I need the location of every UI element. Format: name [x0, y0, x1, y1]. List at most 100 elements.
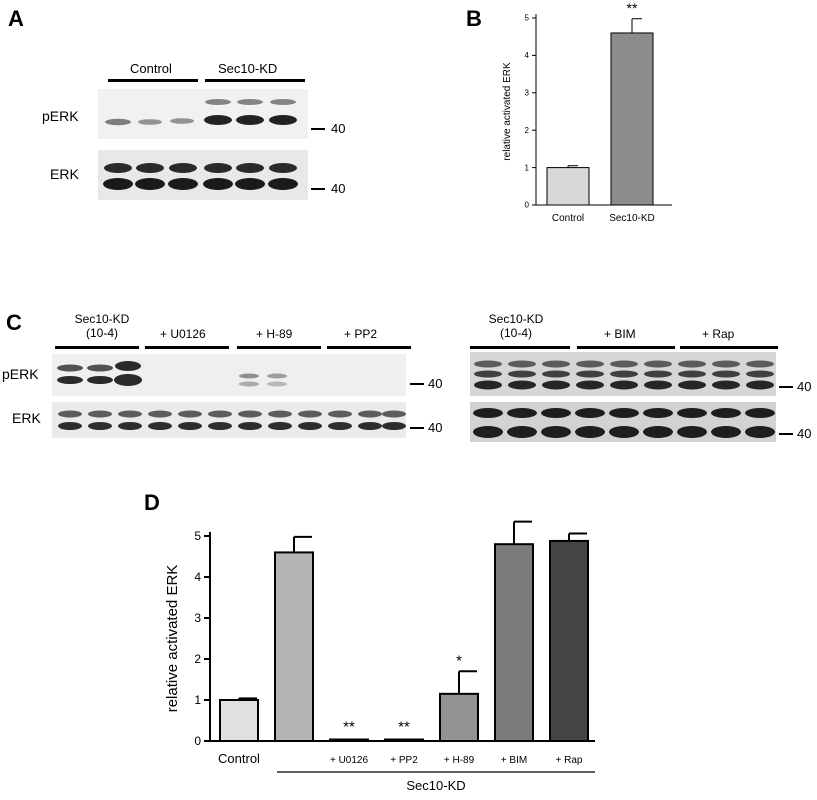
- erk-band-lower: [118, 422, 142, 430]
- group-line-sec10kd: [205, 79, 305, 82]
- c-mw-tick-4: [779, 433, 793, 435]
- c-right-perk-blot: [470, 352, 776, 396]
- erk-band-upper: [268, 410, 292, 418]
- perk-band-mid: [542, 370, 570, 378]
- x-tick-label: + Rap: [556, 755, 583, 766]
- erk-blot-image: [98, 150, 308, 200]
- row-label-erk: ERK: [50, 166, 79, 182]
- c-row-label-perk: pERK: [2, 366, 39, 382]
- erk-band-upper: [358, 410, 382, 418]
- significance-label: **: [398, 719, 410, 736]
- erk-band-lower: [268, 422, 292, 430]
- erk-band-upper: [745, 408, 775, 418]
- bar: [439, 692, 479, 743]
- y-tick-label: 4: [194, 570, 201, 584]
- y-tick-label: 1: [194, 693, 201, 707]
- row-label-perk: pERK: [42, 108, 79, 124]
- perk-band-bottom: [542, 380, 570, 390]
- erk-band-upper: [643, 408, 673, 418]
- y-tick-label: 2: [525, 126, 530, 135]
- bar: [549, 539, 589, 742]
- y-axis-label: relative activated ERK: [164, 565, 181, 713]
- perk-band-bottom: [474, 380, 502, 390]
- y-tick-label: 2: [194, 652, 201, 666]
- c-mw-label-2: 40: [428, 420, 443, 435]
- perk-band-top: [576, 360, 604, 368]
- c-line-2: [145, 346, 229, 349]
- perk-band-bottom: [712, 380, 740, 390]
- group-label-sec10kd: Sec10-KD: [218, 61, 278, 76]
- c-mw-tick-1: [410, 383, 424, 385]
- x-tick-label: Control: [552, 213, 584, 224]
- perk-band-mid: [644, 370, 672, 378]
- y-tick-label: 5: [194, 529, 201, 543]
- bar: [274, 551, 314, 743]
- perk-band-bottom: [746, 380, 774, 390]
- erk-band-upper: [238, 410, 262, 418]
- significance-label: **: [343, 719, 355, 736]
- mw-label-a2: 40: [331, 181, 346, 196]
- erk-band-lower: [643, 426, 673, 438]
- c-right-group-3: + Rap: [702, 327, 735, 341]
- erk-band-lower: [711, 426, 741, 438]
- perk-band-mid: [712, 370, 740, 378]
- x-tick-label: Control: [218, 751, 260, 766]
- erk-band-upper: [382, 410, 406, 418]
- group-label: Sec10-KD: [406, 778, 465, 793]
- c-mw-tick-2: [410, 427, 424, 429]
- erk-band-lower: [609, 426, 639, 438]
- y-tick-label: 3: [525, 88, 530, 97]
- erk-band-lower: [473, 426, 503, 438]
- x-tick-label: + U0126: [330, 755, 369, 766]
- c-right-line-3: [680, 346, 778, 349]
- erk-band-upper: [88, 410, 112, 418]
- erk-band-lower: [238, 422, 262, 430]
- c-left-group-3: + H-89: [256, 327, 293, 341]
- c-row-label-erk: ERK: [12, 410, 41, 426]
- erk-band-upper: [711, 408, 741, 418]
- c-mw-label-3: 40: [797, 379, 812, 394]
- erk-band-lower: [358, 422, 382, 430]
- significance-label: *: [456, 652, 462, 669]
- y-tick-label: 4: [525, 51, 530, 60]
- perk-band-bottom: [508, 380, 536, 390]
- c-right-group-1: Sec10-KD (10-4): [488, 312, 544, 340]
- c-right-line-2: [577, 346, 675, 349]
- c-line-3: [237, 346, 321, 349]
- perk-band-mid: [610, 370, 638, 378]
- perk-band-top: [746, 360, 774, 368]
- x-tick-label: + H-89: [444, 755, 475, 766]
- erk-band-upper: [677, 408, 707, 418]
- c-right-line-1: [470, 346, 570, 349]
- c-mw-tick-3: [779, 386, 793, 388]
- erk-band-lower: [328, 422, 352, 430]
- perk-blot-image: [98, 89, 308, 139]
- erk-band-upper: [473, 408, 503, 418]
- perk-band-top: [508, 360, 536, 368]
- panel-letter-c: C: [6, 310, 22, 335]
- x-tick-label: + PP2: [390, 755, 418, 766]
- y-tick-label: 5: [525, 14, 530, 23]
- erk-band-upper: [118, 410, 142, 418]
- c-line-4: [327, 346, 411, 349]
- x-tick-label: + BIM: [501, 755, 527, 766]
- bar: [219, 699, 259, 742]
- perk-band-top: [644, 360, 672, 368]
- c-left-erk-blot: [52, 402, 406, 438]
- perk-band-bottom: [644, 380, 672, 390]
- chart-b: 0 1 2 3 4 5 relative activated ERK Control ** Sec…: [502, 0, 672, 224]
- erk-band-upper: [208, 410, 232, 418]
- perk-band-top: [610, 360, 638, 368]
- c-left-group-4: + PP2: [344, 327, 378, 341]
- erk-band-lower: [677, 426, 707, 438]
- c-left-group-2: + U0126: [160, 327, 206, 341]
- erk-band-lower: [575, 426, 605, 438]
- erk-band-lower: [382, 422, 406, 430]
- erk-band-upper: [575, 408, 605, 418]
- perk-band-mid: [746, 370, 774, 378]
- y-tick-label: 3: [194, 611, 201, 625]
- x-tick-label: Sec10-KD: [609, 213, 655, 224]
- erk-band-lower: [148, 422, 172, 430]
- y-tick-label: 1: [525, 163, 530, 172]
- c-line-1: [55, 346, 139, 349]
